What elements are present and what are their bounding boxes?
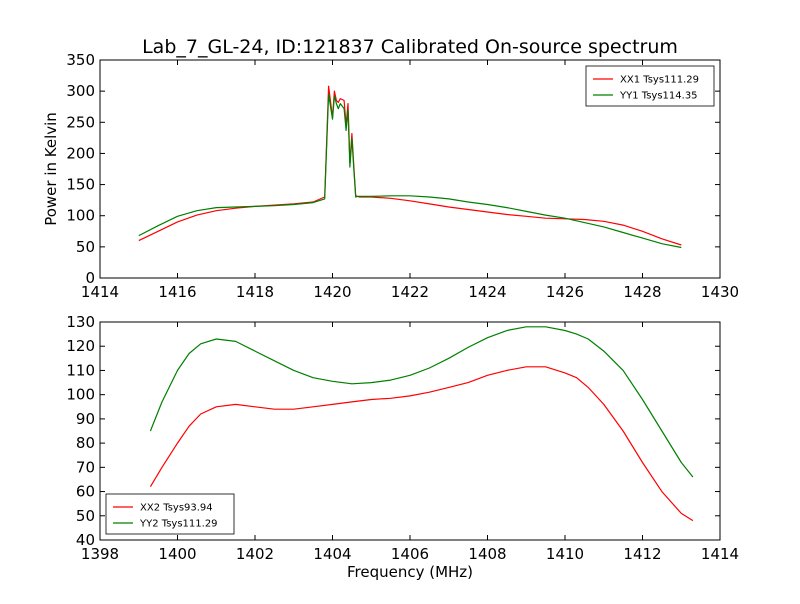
y-tick-label: 130 xyxy=(66,313,95,331)
x-tick-label: 1416 xyxy=(158,283,196,301)
x-tick-label: 1406 xyxy=(391,545,429,563)
bottom-panel: 1398 1400 1402 1404 1406 1408 1410 1412 1414 40 50… xyxy=(66,313,739,581)
y-tick-label: 110 xyxy=(66,361,95,379)
x-tick-label: 1408 xyxy=(468,545,506,563)
y-tick-label: 100 xyxy=(66,386,95,404)
y-tick-label: 120 xyxy=(66,337,95,355)
y-tick-label: 300 xyxy=(66,82,95,100)
series-group xyxy=(138,85,682,249)
y-tick-label: 200 xyxy=(66,144,95,162)
x-tick-label: 1400 xyxy=(158,545,196,563)
y-tick-label: 150 xyxy=(66,176,95,194)
series-line-yy xyxy=(149,326,694,478)
x-tick-label: 1414 xyxy=(701,545,739,563)
x-tick-label: 1428 xyxy=(623,283,661,301)
legend-box xyxy=(585,65,715,107)
series-line-xx xyxy=(138,85,682,246)
y-tick-label: 350 xyxy=(66,51,95,69)
x-axis-label: Frequency (MHz) xyxy=(347,563,473,581)
y-tick-label: 100 xyxy=(66,207,95,225)
legend-entry-yy: YY2 Tsys111.29 xyxy=(139,519,218,530)
y-axis-label: Power in Kelvin xyxy=(42,112,60,226)
x-tick-label: 1424 xyxy=(468,283,506,301)
x-tick-label: 1422 xyxy=(391,283,429,301)
y-tick-label: 0 xyxy=(85,269,95,287)
x-tick-label: 1412 xyxy=(623,545,661,563)
legend-entry-xx: XX1 Tsys111.29 xyxy=(620,75,699,86)
y-tick-label: 90 xyxy=(76,410,95,428)
legend-box xyxy=(105,493,235,535)
series-group xyxy=(149,326,694,522)
top-panel: 1414 1416 1418 1420 1422 1424 1426 1428 1430 0 50 1… xyxy=(42,51,739,301)
x-tick-label: 1414 xyxy=(81,283,119,301)
y-tick-label: 50 xyxy=(76,507,95,525)
figure-title: Lab_7_GL-24, ID:121837 Calibrated On-sou… xyxy=(142,36,678,58)
x-tick-label: 1418 xyxy=(236,283,274,301)
y-tick-label: 250 xyxy=(66,113,95,131)
y-tick-label: 60 xyxy=(76,483,95,501)
y-tick-label: 40 xyxy=(76,531,95,549)
x-tick-label: 1402 xyxy=(236,545,274,563)
legend-entry-yy: YY1 Tsys114.35 xyxy=(619,91,698,102)
series-line-yy xyxy=(138,93,682,249)
legend: XX1 Tsys111.29 YY1 Tsys114.35 xyxy=(585,65,715,107)
y-tick-label: 50 xyxy=(76,238,95,256)
series-line-xx xyxy=(149,366,694,522)
x-tick-label: 1420 xyxy=(313,283,351,301)
x-tick-label: 1426 xyxy=(546,283,584,301)
x-tick-label: 1410 xyxy=(546,545,584,563)
legend-entry-xx: XX2 Tsys93.94 xyxy=(140,503,213,514)
x-tick-label: 1398 xyxy=(81,545,119,563)
legend: XX2 Tsys93.94 YY2 Tsys111.29 xyxy=(105,493,235,535)
x-tick-label: 1430 xyxy=(701,283,739,301)
y-tick-label: 70 xyxy=(76,458,95,476)
y-tick-label: 80 xyxy=(76,434,95,452)
x-tick-label: 1404 xyxy=(313,545,351,563)
